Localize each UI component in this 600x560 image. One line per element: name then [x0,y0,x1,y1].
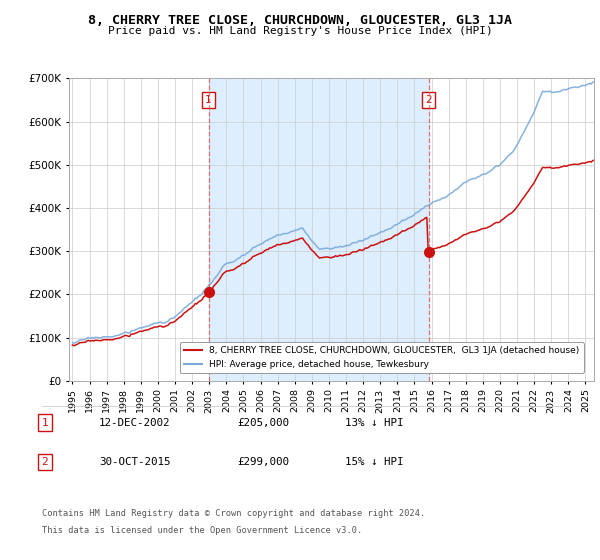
Text: Price paid vs. HM Land Registry's House Price Index (HPI): Price paid vs. HM Land Registry's House … [107,26,493,36]
Text: 2: 2 [41,457,49,467]
Text: 1: 1 [205,95,212,105]
Text: £205,000: £205,000 [237,418,289,428]
Bar [209,78,428,381]
Text: 8, CHERRY TREE CLOSE, CHURCHDOWN, GLOUCESTER, GL3 1JA: 8, CHERRY TREE CLOSE, CHURCHDOWN, GLOUCE… [88,14,512,27]
Text: 12-DEC-2002: 12-DEC-2002 [99,418,170,428]
Text: This data is licensed under the Open Government Licence v3.0.: This data is licensed under the Open Gov… [42,526,362,535]
Text: 15% ↓ HPI: 15% ↓ HPI [345,457,404,467]
Text: £299,000: £299,000 [237,457,289,467]
Text: 13% ↓ HPI: 13% ↓ HPI [345,418,404,428]
Text: 1: 1 [41,418,49,428]
Text: 2: 2 [425,95,432,105]
Legend: 8, CHERRY TREE CLOSE, CHURCHDOWN, GLOUCESTER,  GL3 1JA (detached house), HPI: Av: 8, CHERRY TREE CLOSE, CHURCHDOWN, GLOUCE… [179,342,584,374]
Text: Contains HM Land Registry data © Crown copyright and database right 2024.: Contains HM Land Registry data © Crown c… [42,509,425,518]
Text: 30-OCT-2015: 30-OCT-2015 [99,457,170,467]
